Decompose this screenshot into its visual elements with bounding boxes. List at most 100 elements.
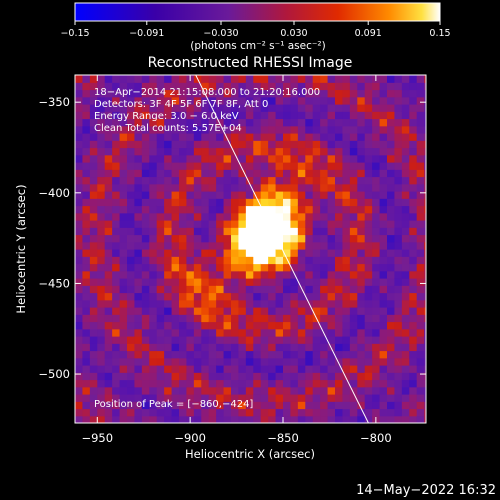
heatmap-cell xyxy=(424,343,426,352)
heatmap-cell xyxy=(357,104,366,112)
heatmap-cell xyxy=(424,372,426,381)
heatmap-cell xyxy=(104,104,113,112)
heatmap-cell xyxy=(409,285,418,294)
heatmap-cell xyxy=(186,365,195,373)
heatmap-cell xyxy=(290,343,299,352)
heatmap-cell xyxy=(179,118,188,127)
heatmap-cell xyxy=(238,314,247,323)
heatmap-cell xyxy=(75,75,84,83)
heatmap-cell xyxy=(238,415,247,423)
heatmap-cell xyxy=(409,292,418,301)
heatmap-cell xyxy=(387,118,396,127)
heatmap-cell xyxy=(149,336,158,344)
heatmap-cell xyxy=(97,234,106,243)
heatmap-cell xyxy=(97,321,106,330)
heatmap-cell xyxy=(387,241,396,250)
heatmap-cell xyxy=(290,82,299,91)
heatmap-cell xyxy=(260,154,269,163)
heatmap-cell xyxy=(260,140,269,149)
heatmap-cell xyxy=(416,118,425,127)
heatmap-cell xyxy=(193,299,202,308)
heatmap-cell xyxy=(357,205,366,214)
heatmap-cell xyxy=(364,278,373,286)
heatmap-cell xyxy=(104,220,113,228)
heatmap-cell xyxy=(342,125,351,134)
heatmap-cell xyxy=(75,401,84,410)
heatmap-cell xyxy=(82,321,91,330)
heatmap-cell xyxy=(327,111,336,120)
heatmap-cell xyxy=(320,227,329,236)
heatmap-cell xyxy=(149,111,158,120)
heatmap-cell xyxy=(208,198,217,207)
heatmap-cell xyxy=(149,89,158,98)
heatmap-cell xyxy=(245,401,254,410)
heatmap-cell xyxy=(335,183,344,192)
heatmap-cell xyxy=(82,350,91,359)
heatmap-cell xyxy=(208,408,217,417)
heatmap-cell xyxy=(245,205,254,214)
heatmap-cell xyxy=(290,365,299,373)
heatmap-cell xyxy=(260,379,269,388)
heatmap-cell xyxy=(97,394,106,402)
heatmap-cell xyxy=(275,169,284,178)
heatmap-cell xyxy=(275,176,284,185)
heatmap-cell xyxy=(164,350,173,359)
heatmap-cell xyxy=(364,394,373,402)
heatmap-cell xyxy=(379,394,388,402)
heatmap-cell xyxy=(349,82,358,91)
heatmap-cell xyxy=(364,343,373,352)
heatmap-cell xyxy=(245,118,254,127)
heatmap-cell xyxy=(75,299,84,308)
heatmap-cell xyxy=(416,357,425,366)
heatmap-cell xyxy=(75,205,84,214)
heatmap-cell xyxy=(409,82,418,91)
heatmap-cell xyxy=(364,176,373,185)
heatmap-cell xyxy=(394,401,403,410)
heatmap-cell xyxy=(335,154,344,163)
heatmap-cell xyxy=(357,220,366,228)
heatmap-cell xyxy=(349,162,358,170)
heatmap-cell xyxy=(97,125,106,134)
heatmap-cell xyxy=(97,198,106,207)
heatmap-cell xyxy=(186,140,195,149)
heatmap-cell xyxy=(372,292,381,301)
heatmap-cell xyxy=(238,379,247,388)
heatmap-cell xyxy=(127,220,136,228)
heatmap-cell xyxy=(379,299,388,308)
heatmap-cell xyxy=(97,285,106,294)
heatmap-cell xyxy=(379,350,388,359)
heatmap-cell xyxy=(379,220,388,228)
heatmap-cell xyxy=(260,278,269,286)
heatmap-cell xyxy=(238,111,247,120)
heatmap-cell xyxy=(379,401,388,410)
heatmap-cell xyxy=(260,408,269,417)
heatmap-cell xyxy=(141,386,150,395)
heatmap-cell xyxy=(216,256,225,265)
info-line: Detectors: 3F 4F 5F 6F 7F 8F, Att 0 xyxy=(94,99,268,110)
heatmap-cell xyxy=(156,408,165,417)
heatmap-cell xyxy=(342,386,351,395)
heatmap-cell xyxy=(75,365,84,373)
solar-limb-line xyxy=(195,75,369,423)
heatmap-cell xyxy=(201,408,210,417)
heatmap-cell xyxy=(416,198,425,207)
heatmap-cell xyxy=(231,379,240,388)
heatmap-cell xyxy=(245,198,254,207)
heatmap-cell xyxy=(231,205,240,214)
heatmap-cell xyxy=(245,328,254,337)
heatmap-cell xyxy=(290,111,299,120)
heatmap-cell xyxy=(401,198,410,207)
heatmap-cell xyxy=(335,314,344,323)
heatmap-cell xyxy=(186,154,195,163)
heatmap-cell xyxy=(134,220,143,228)
info-line: 18−Apr−2014 21:15:08.000 to 21:20:16.000 xyxy=(94,87,320,98)
heatmap-cell xyxy=(156,234,165,243)
heatmap-cell xyxy=(253,89,262,98)
heatmap-cell xyxy=(112,96,121,105)
heatmap-cell xyxy=(112,111,121,120)
heatmap-cell xyxy=(342,140,351,149)
heatmap-cell xyxy=(327,365,336,373)
heatmap-cell xyxy=(409,241,418,250)
heatmap-cell xyxy=(223,140,232,149)
heatmap-cell xyxy=(82,415,91,423)
